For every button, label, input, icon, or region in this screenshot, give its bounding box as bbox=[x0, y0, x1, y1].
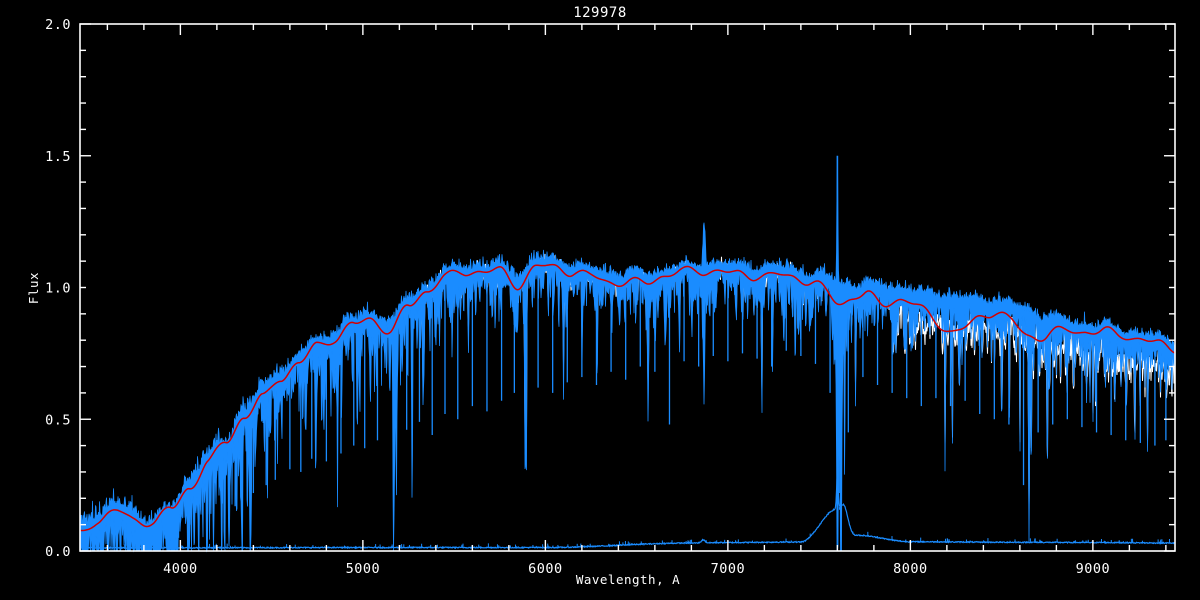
x-tick-label: 5000 bbox=[346, 561, 381, 577]
model-spectrum-series bbox=[79, 263, 1176, 532]
y-tick-label: 2.0 bbox=[45, 17, 71, 33]
x-tick-label: 8000 bbox=[893, 561, 928, 577]
y-tick-label: 1.0 bbox=[45, 281, 71, 297]
x-axis-label: Wavelength, A bbox=[576, 572, 680, 587]
x-tick-label: 4000 bbox=[163, 561, 198, 577]
x-tick-label: 6000 bbox=[528, 561, 563, 577]
observed-spectrum-series bbox=[79, 155, 1176, 553]
page-title: 129978 bbox=[573, 5, 627, 21]
y-tick-label: 0.5 bbox=[45, 412, 71, 428]
axis-frame bbox=[79, 23, 1176, 552]
y-tick-label: 0.0 bbox=[45, 544, 71, 560]
y-axis-label: Flux bbox=[26, 272, 41, 304]
x-tick-label: 9000 bbox=[1076, 561, 1111, 577]
axis-labels: 4000 5000 6000 7000 8000 9000 0.0 0.5 1.0 1.5 2.0 bbox=[45, 17, 1110, 577]
x-tick-label: 7000 bbox=[711, 561, 746, 577]
y-tick-label: 1.5 bbox=[45, 149, 71, 165]
